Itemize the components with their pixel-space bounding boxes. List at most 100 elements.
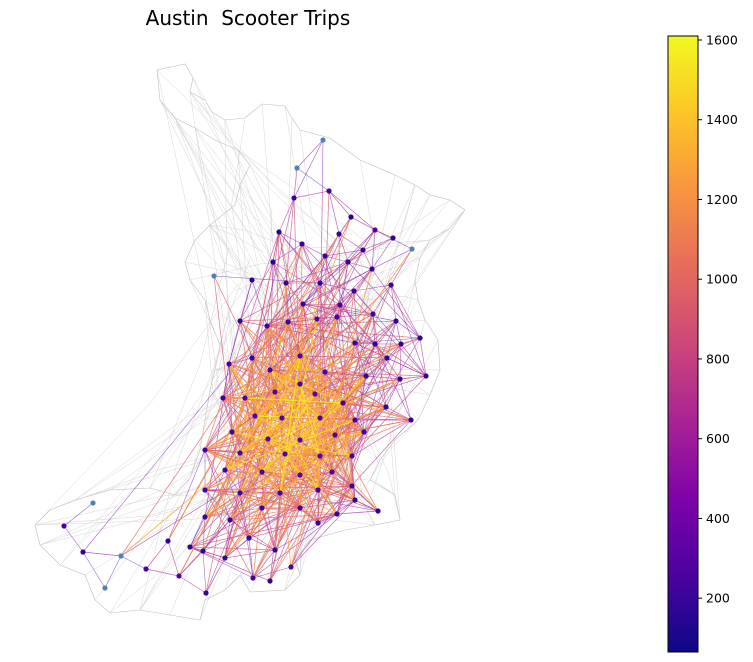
trip-edge (272, 243, 303, 263)
tract-boundary-line (34, 487, 248, 526)
trip-edge (339, 304, 356, 344)
trip-edge (299, 455, 321, 476)
trip-node (276, 229, 282, 235)
trip-node (187, 544, 193, 550)
trip-edge (385, 406, 412, 421)
trip-node (372, 341, 378, 347)
trip-edge (293, 167, 298, 199)
trip-edge (316, 290, 355, 320)
trip-edge (189, 492, 241, 548)
trip-edge (202, 516, 206, 552)
trip-edge (261, 455, 353, 473)
trip-edge (302, 303, 341, 306)
tract-boundary-line (234, 386, 396, 496)
trip-edge (390, 284, 421, 339)
trip-node (351, 288, 357, 294)
trip-edge (331, 419, 356, 473)
trip-node (409, 246, 415, 252)
trip-edge (296, 167, 330, 192)
trip-node (291, 195, 297, 201)
colorbar-gradient (667, 35, 699, 653)
trip-node (369, 266, 375, 272)
trip-edge (351, 375, 427, 457)
trip-node (288, 564, 294, 570)
colorbar-tick-label: 1000 (706, 272, 738, 287)
trip-node (370, 311, 376, 317)
trip-edge (390, 284, 427, 377)
trip-edge (279, 375, 367, 494)
trip-edge (299, 355, 321, 419)
trip-edge (239, 355, 301, 454)
trip-edge (390, 248, 413, 286)
trip-edge (252, 549, 276, 579)
trip-node (242, 395, 248, 401)
trip-edge (254, 391, 276, 417)
colorbar-ticks: 200 400 600 800 1000 1200 1400 1600 (698, 32, 738, 606)
trip-edge (301, 243, 321, 284)
trip-edge (371, 229, 376, 270)
trip-node (80, 549, 86, 555)
trip-edge (347, 261, 373, 270)
trip-node (202, 487, 208, 493)
trip-edge (204, 449, 263, 473)
trip-node (317, 415, 323, 421)
trip-edge (269, 355, 301, 371)
trip-edge (145, 540, 169, 570)
trip-node (337, 302, 343, 308)
trip-edge (279, 431, 365, 494)
trip-edge (204, 321, 289, 451)
trip-edge (314, 393, 412, 421)
trip-edge (299, 355, 367, 377)
trip-node (315, 520, 321, 526)
trip-node (272, 389, 278, 395)
trip-edge (351, 419, 412, 457)
trip-node (237, 490, 243, 496)
trip-edge (336, 313, 374, 318)
trip-node (336, 231, 342, 237)
trip-node (345, 259, 351, 265)
tract-boundary-line (360, 260, 396, 496)
tract-boundary-line (189, 91, 247, 479)
trip-edge (328, 190, 376, 231)
tract-boundary-line (290, 239, 431, 250)
trip-edge (302, 303, 338, 318)
trip-edge (229, 507, 301, 521)
trip-edge (204, 431, 365, 518)
trip-node (222, 555, 228, 561)
trip-edge (189, 516, 206, 548)
chart-title: Austin Scooter Trips (145, 6, 351, 30)
trip-node (211, 273, 217, 279)
trip-edge (299, 383, 321, 457)
trip-edge (347, 261, 421, 339)
trip-edge (82, 255, 326, 553)
trip-edge (267, 438, 356, 501)
trip-node (397, 376, 403, 382)
trip-node (283, 280, 289, 286)
trip-edge (82, 551, 122, 557)
trip-node (249, 355, 255, 361)
trip-edge (239, 492, 263, 509)
trip-edge (213, 275, 321, 284)
trip-edge (228, 363, 412, 421)
trip-edge (231, 371, 326, 433)
trip-edge (399, 378, 412, 421)
trip-edge (302, 303, 374, 315)
trip-edge (189, 469, 226, 548)
trip-edge (202, 492, 241, 552)
trip-edge (224, 355, 301, 471)
tract-boundary-line (139, 416, 250, 611)
trip-edge (374, 343, 401, 380)
trip-node (417, 335, 423, 341)
trip-node (246, 535, 252, 541)
trip-node (297, 381, 303, 387)
trip-node (312, 391, 318, 397)
trip-edge (336, 316, 356, 344)
tract-boundary-line (34, 493, 300, 526)
trip-edge (281, 417, 319, 491)
trip-node (348, 214, 354, 220)
trip-edge (351, 431, 365, 457)
tract-boundary-line (231, 117, 246, 275)
trip-edge (228, 363, 387, 408)
trip-edge (299, 434, 336, 509)
trip-node (393, 318, 399, 324)
